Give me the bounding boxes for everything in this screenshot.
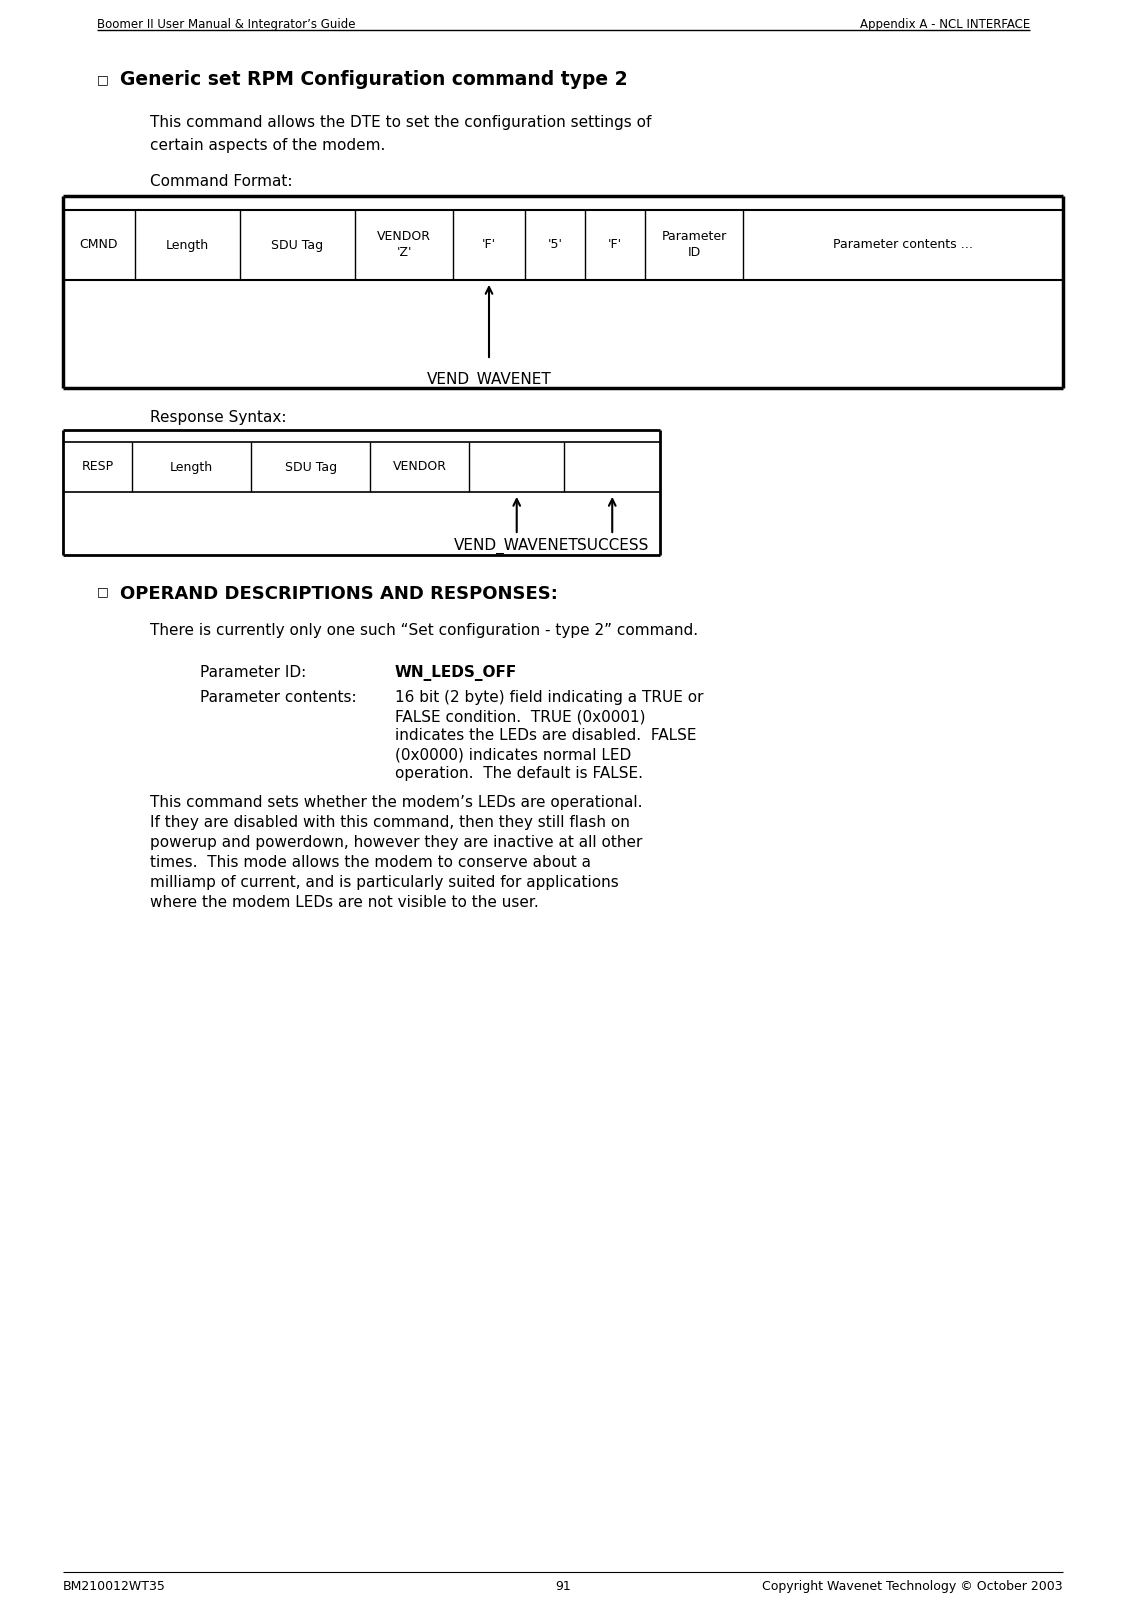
Text: VEND_WAVENET: VEND_WAVENET [427,372,552,388]
Text: SDU Tag: SDU Tag [285,460,337,473]
Text: Command Format:: Command Format: [150,173,293,189]
Text: '5': '5' [547,239,563,252]
Text: Parameter ID:: Parameter ID: [200,666,306,680]
Text: SDU Tag: SDU Tag [271,239,323,252]
Text: CMND: CMND [80,239,118,252]
Text: Length: Length [170,460,213,473]
Text: □: □ [97,74,109,87]
Text: WN_LEDS_OFF: WN_LEDS_OFF [395,666,517,682]
Text: Parameter
ID: Parameter ID [661,231,726,260]
Text: Length: Length [166,239,209,252]
Text: times.  This mode allows the modem to conserve about a: times. This mode allows the modem to con… [150,855,591,869]
Text: powerup and powerdown, however they are inactive at all other: powerup and powerdown, however they are … [150,836,642,850]
Text: certain aspects of the modem.: certain aspects of the modem. [150,138,385,152]
Text: VEND_WAVENET: VEND_WAVENET [455,537,579,555]
Text: SUCCESS: SUCCESS [577,537,647,553]
Text: Parameter contents …: Parameter contents … [833,239,973,252]
Text: FALSE condition.  TRUE (0x0001): FALSE condition. TRUE (0x0001) [395,709,645,723]
Text: operation.  The default is FALSE.: operation. The default is FALSE. [395,767,643,781]
Text: RESP: RESP [81,460,114,473]
Text: 'F': 'F' [482,239,497,252]
Text: If they are disabled with this command, then they still flash on: If they are disabled with this command, … [150,815,629,829]
Text: Generic set RPM Configuration command type 2: Generic set RPM Configuration command ty… [120,71,627,88]
Text: milliamp of current, and is particularly suited for applications: milliamp of current, and is particularly… [150,876,619,890]
Text: 91: 91 [555,1580,571,1593]
Text: This command sets whether the modem’s LEDs are operational.: This command sets whether the modem’s LE… [150,796,643,810]
Text: Response Syntax:: Response Syntax: [150,411,286,425]
Text: There is currently only one such “Set configuration - type 2” command.: There is currently only one such “Set co… [150,622,698,638]
Text: where the modem LEDs are not visible to the user.: where the modem LEDs are not visible to … [150,895,538,909]
Text: OPERAND DESCRIPTIONS AND RESPONSES:: OPERAND DESCRIPTIONS AND RESPONSES: [120,585,557,603]
Text: VENDOR
'Z': VENDOR 'Z' [377,231,431,260]
Text: (0x0000) indicates normal LED: (0x0000) indicates normal LED [395,747,632,762]
Text: indicates the LEDs are disabled.  FALSE: indicates the LEDs are disabled. FALSE [395,728,697,743]
Text: 16 bit (2 byte) field indicating a TRUE or: 16 bit (2 byte) field indicating a TRUE … [395,690,704,706]
Text: Parameter contents:: Parameter contents: [200,690,357,706]
Text: This command allows the DTE to set the configuration settings of: This command allows the DTE to set the c… [150,115,651,130]
Text: BM210012WT35: BM210012WT35 [63,1580,166,1593]
Text: Copyright Wavenet Technology © October 2003: Copyright Wavenet Technology © October 2… [762,1580,1063,1593]
Text: Appendix A - NCL INTERFACE: Appendix A - NCL INTERFACE [860,18,1030,30]
Text: 'F': 'F' [608,239,622,252]
Text: Boomer II User Manual & Integrator’s Guide: Boomer II User Manual & Integrator’s Gui… [97,18,356,30]
Text: □: □ [97,585,109,598]
Text: VENDOR: VENDOR [393,460,447,473]
